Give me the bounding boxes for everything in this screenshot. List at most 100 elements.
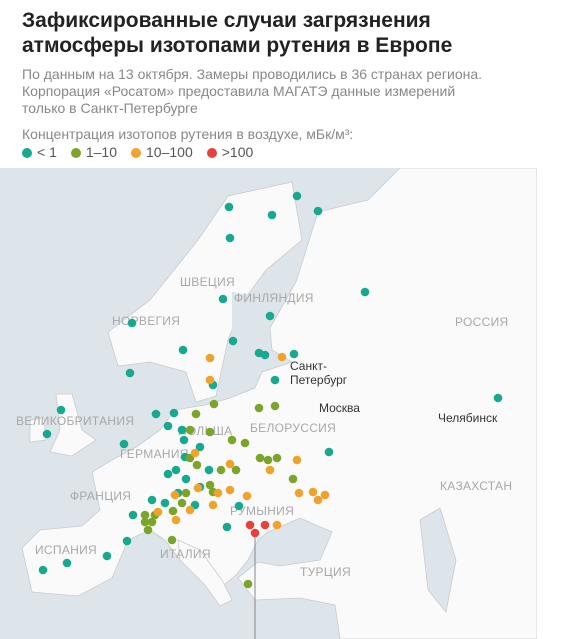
measurement-dot	[163, 421, 173, 431]
subtitle-line: По данным на 13 октября. Замеры проводил…	[22, 66, 483, 82]
subtitle: По данным на 13 октября. Замеры проводил…	[22, 66, 562, 117]
measurement-dot	[272, 520, 282, 530]
italy	[177, 539, 233, 607]
measurement-dot	[289, 349, 299, 359]
measurement-dot	[169, 408, 179, 418]
measurement-dot	[213, 488, 223, 498]
measurement-dot	[224, 202, 234, 212]
measurement-dot	[190, 448, 200, 458]
measurement-dot	[147, 517, 157, 527]
measurement-dot	[313, 206, 323, 216]
measurement-dot	[292, 455, 302, 465]
measurement-dot	[195, 442, 205, 452]
measurement-dot	[324, 447, 334, 457]
measurement-dot	[177, 498, 187, 508]
title-line: атмосферы изотопами рутения в Европе	[22, 34, 453, 57]
measurement-dot	[147, 495, 157, 505]
country-label: ИСПАНИЯ	[35, 543, 97, 557]
measurement-dot	[308, 487, 318, 497]
measurement-dot	[270, 401, 280, 411]
measurement-dot	[122, 536, 132, 546]
measurement-dot	[225, 459, 235, 469]
measurement-dot	[254, 403, 264, 413]
measurement-dot	[171, 465, 181, 475]
city-label: Москва	[319, 401, 360, 415]
measurement-dot	[360, 287, 370, 297]
scandinavia	[107, 181, 303, 403]
bothnia	[232, 292, 262, 352]
measurement-dot	[178, 345, 188, 355]
measurement-dot	[125, 368, 135, 378]
title: Зафиксированные случаи загрязнения атмосф…	[22, 8, 562, 58]
legend-item: < 1	[22, 144, 57, 160]
caspian	[419, 507, 457, 613]
country-label: ФРАНЦИЯ	[70, 489, 131, 503]
city-label: Санкт-	[290, 359, 327, 373]
country-label: РУМЫНИЯ	[230, 504, 294, 518]
measurement-dot	[265, 311, 275, 321]
measurement-dot	[313, 495, 323, 505]
subtitle-line: Корпорация «Росатом» предоставила МАГАТЭ…	[22, 83, 456, 99]
legend-label: 10–100	[146, 144, 193, 160]
country-label: КАЗАХСТАН	[440, 479, 512, 493]
measurement-dot	[62, 558, 72, 568]
measurement-dot	[216, 465, 226, 475]
measurement-dot	[160, 498, 170, 508]
legend-title: Концентрация изотопов рутения в воздухе,…	[22, 126, 354, 142]
measurement-dot	[185, 425, 195, 435]
measurement-dot	[205, 375, 215, 385]
country-label: БЕЛОРУССИЯ	[250, 421, 336, 435]
city-label: Челябинск	[438, 411, 498, 425]
measurement-dot	[56, 405, 66, 415]
measurement-dot	[267, 210, 277, 220]
dots	[38, 191, 503, 589]
measurement-dot	[265, 465, 275, 475]
measurement-dot	[225, 485, 235, 495]
legend-swatch	[22, 148, 32, 158]
measurement-dot	[228, 336, 238, 346]
legend-label: 1–10	[85, 144, 118, 160]
country-label: ТУРЦИЯ	[300, 565, 351, 579]
measurement-dot	[493, 393, 503, 403]
measurement-dot	[140, 517, 150, 527]
measurement-dot	[170, 490, 180, 500]
measurement-dot	[167, 535, 177, 545]
measurement-dot	[263, 455, 273, 465]
measurement-dot	[181, 474, 191, 484]
measurement-dot	[242, 491, 252, 501]
country-label: РОССИЯ	[455, 315, 509, 329]
measurement-dot	[272, 453, 282, 463]
measurement-dot	[177, 425, 187, 435]
measurement-dot	[163, 469, 173, 479]
measurement-dot	[227, 435, 237, 445]
measurement-dot	[171, 515, 181, 525]
measurement-dot	[191, 409, 201, 419]
map: ШВЕЦИЯ ФИНЛЯНДИЯ НОРВЕГИЯ РОССИЯ ВЕЛИКОБРИТА…	[0, 168, 537, 639]
legend-item: 1–10	[70, 144, 118, 160]
legend-swatch	[131, 148, 142, 158]
measurement-dot	[205, 353, 215, 363]
legend: < 1 1–10 10–100 >100	[22, 144, 562, 160]
measurement-dot	[208, 500, 218, 510]
country-label: ГЕРМАНИЯ	[120, 447, 189, 461]
country-label: ВЕЛИКОБРИТАНИЯ	[16, 414, 134, 428]
measurement-dot	[292, 191, 302, 201]
measurement-dot	[294, 488, 304, 498]
measurement-dot	[260, 520, 270, 530]
measurement-dot	[245, 520, 255, 530]
measurement-dot	[260, 350, 270, 360]
country-label: ФИНЛЯНДИЯ	[234, 291, 314, 305]
header: Зафиксированные случаи загрязнения атмосф…	[22, 8, 562, 160]
measurement-dot	[193, 483, 203, 493]
measurement-dot	[270, 375, 280, 385]
city-label: Петербург	[290, 373, 348, 387]
labels: ШВЕЦИЯ ФИНЛЯНДИЯ НОРВЕГИЯ РОССИЯ ВЕЛИКОБРИТА…	[16, 275, 512, 579]
measurement-dot	[127, 318, 137, 328]
measurement-dot	[204, 465, 214, 475]
measurement-dot	[277, 352, 287, 362]
measurement-dot	[179, 435, 189, 445]
country-label: НОРВЕГИЯ	[112, 314, 180, 328]
legend-item: 10–100	[131, 144, 193, 160]
measurement-dot	[128, 510, 138, 520]
